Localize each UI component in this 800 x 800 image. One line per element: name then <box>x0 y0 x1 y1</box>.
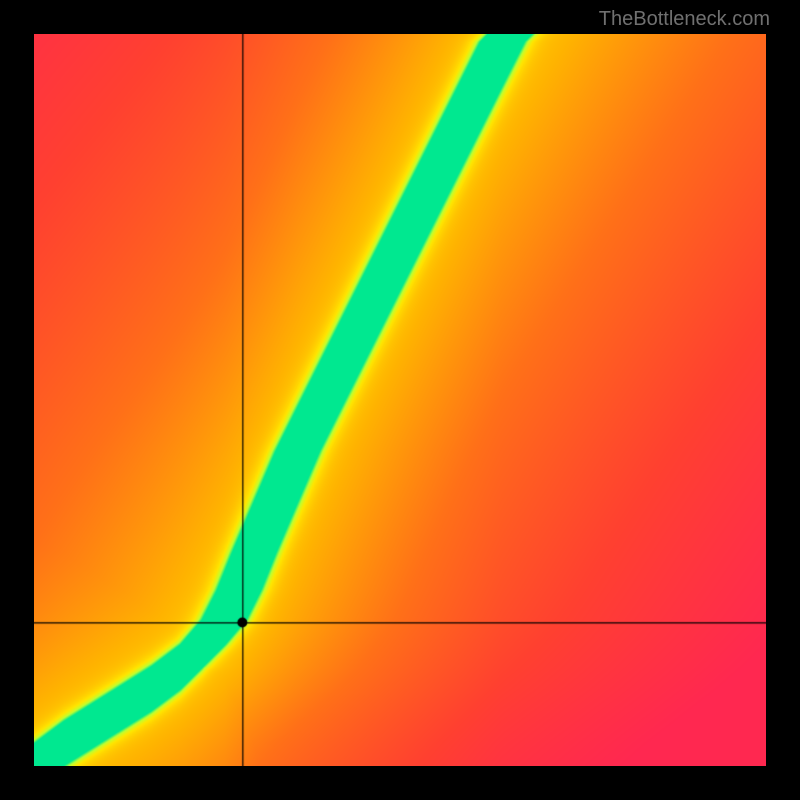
heatmap-chart <box>34 34 766 766</box>
heatmap-canvas <box>34 34 766 766</box>
watermark-text: TheBottleneck.com <box>599 8 770 31</box>
